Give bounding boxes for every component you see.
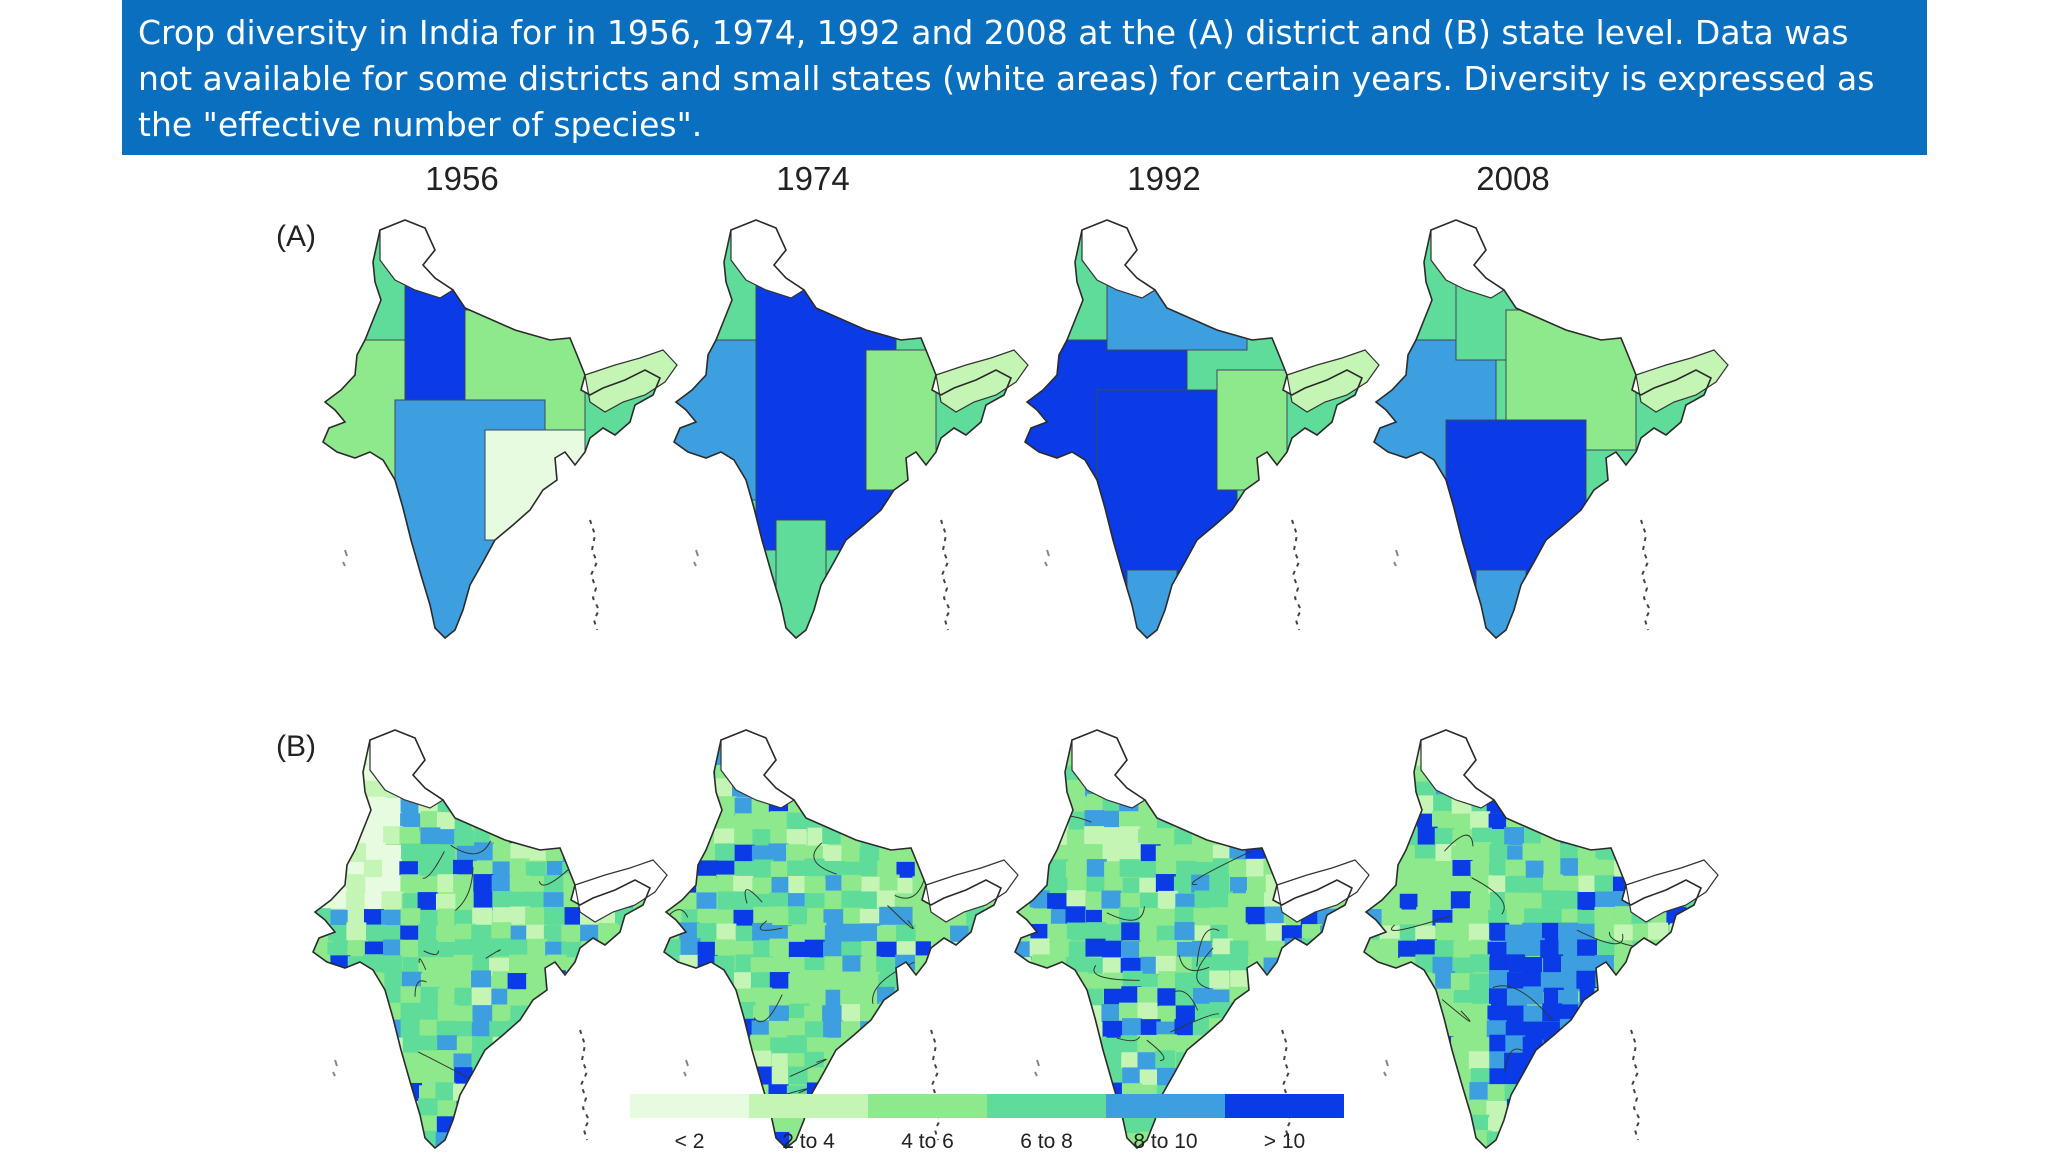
legend-labels: < 2 2 to 4 4 to 6 6 to 8 8 to 10 > 10 [630,1130,1346,1154]
year-label-2008: 2008 [1476,160,1550,197]
year-label-1956: 1956 [425,160,499,197]
district-map-1974 [673,219,1029,640]
row-label-a: (A) [276,220,316,253]
legend-label: > 10 [1263,1130,1306,1153]
state-map-1992 [1014,729,1370,1150]
row-label-b: (B) [276,730,316,763]
state-map-2008 [1363,729,1719,1150]
legend-label: 4 to 6 [901,1130,954,1153]
district-map-1956 [322,219,678,640]
state-map-1974 [663,729,1019,1150]
legend-swatch [868,1094,987,1118]
legend-label: 6 to 8 [1020,1130,1073,1153]
district-map-2008 [1373,219,1729,640]
legend-swatch [1106,1094,1225,1118]
legend-swatch [987,1094,1106,1118]
district-map-1992 [1024,219,1380,640]
caption-text: Crop diversity in India for in 1956, 197… [138,13,1875,144]
state-map-1956 [312,729,668,1150]
legend-label: 2 to 4 [782,1130,835,1153]
legend-swatch [630,1094,749,1118]
legend-swatch [749,1094,868,1118]
legend-swatch [1225,1094,1344,1118]
legend-colorbar [630,1094,1346,1118]
year-label-1992: 1992 [1127,160,1201,197]
year-label-1974: 1974 [776,160,850,197]
legend-label: < 2 [674,1130,705,1153]
caption-banner: Crop diversity in India for in 1956, 197… [122,0,1927,155]
legend-label: 8 to 10 [1133,1130,1198,1153]
